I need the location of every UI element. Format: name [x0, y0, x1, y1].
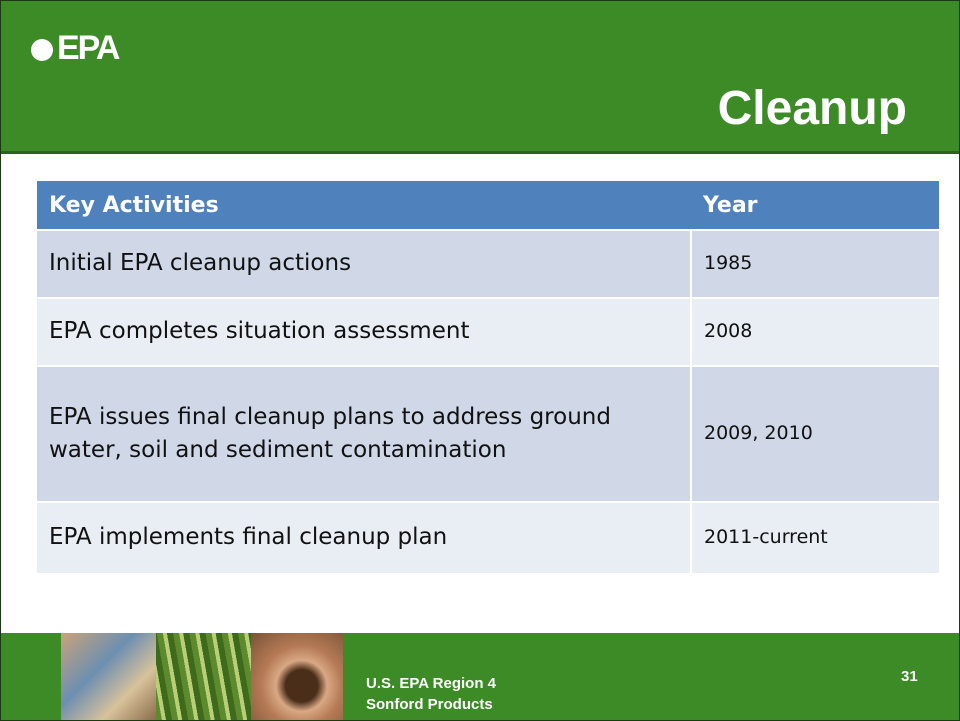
footer-text: U.S. EPA Region 4 Sonford Products [366, 673, 496, 715]
activity-cell: EPA implements final cleanup plan [37, 502, 691, 574]
table-row: EPA issues final cleanup plans to addres… [37, 366, 939, 502]
photo-hands [61, 633, 156, 721]
photo-soil [251, 633, 343, 721]
header-band: EPA Cleanup [1, 1, 959, 154]
logo-icon [31, 39, 53, 61]
logo-text: EPA [57, 29, 118, 67]
year-cell: 2008 [691, 298, 939, 366]
year-cell: 2011-current [691, 502, 939, 574]
activity-cell: Initial EPA cleanup actions [37, 230, 691, 298]
footer-line: Sonford Products [366, 694, 496, 715]
column-header: Year [691, 181, 939, 230]
footer-line: U.S. EPA Region 4 [366, 673, 496, 694]
column-header: Key Activities [37, 181, 691, 230]
year-cell: 1985 [691, 230, 939, 298]
activities-table: Key Activities Year Initial EPA cleanup … [37, 181, 939, 575]
header-row: Key Activities Year [37, 181, 939, 230]
footer-band: U.S. EPA Region 4 Sonford Products 31 [1, 633, 959, 721]
slide: EPA Cleanup Key Activities Year Initial … [0, 0, 960, 721]
logo: EPA [31, 29, 118, 68]
year-cell: 2009, 2010 [691, 366, 939, 502]
slide-title: Cleanup [718, 81, 907, 136]
page-number: 31 [901, 668, 918, 685]
activity-cell: EPA completes situation assessment [37, 298, 691, 366]
photo-grass [156, 633, 251, 721]
activity-cell: EPA issues final cleanup plans to addres… [37, 366, 691, 502]
